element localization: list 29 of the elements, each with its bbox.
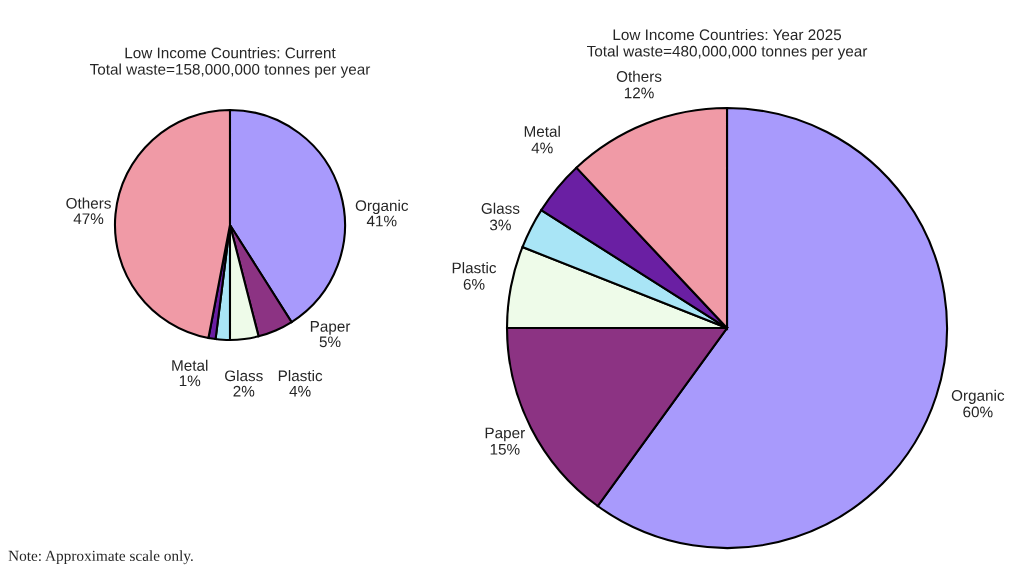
chart-subtitle: Total waste=480,000,000 tonnes per year	[587, 45, 868, 60]
slice-label: Others	[616, 70, 662, 82]
slice-label: Metal	[524, 125, 560, 137]
data-label: 60%	[963, 406, 993, 418]
slice-label: Paper	[485, 427, 525, 442]
slice-label: Others	[66, 197, 111, 209]
data-label: 12%	[624, 87, 654, 99]
slice-label: Glass	[481, 202, 520, 214]
data-label: 4%	[289, 385, 311, 397]
data-label: 41%	[366, 215, 397, 227]
chart-subtitle: Total waste=158,000,000 tonnes per year	[89, 63, 371, 78]
slice-label: Plastic	[278, 370, 323, 382]
slice-label: Metal	[172, 359, 208, 371]
slice-label: Paper	[310, 321, 351, 335]
chart-title: Low Income Countries: Current	[125, 47, 336, 59]
text: Note: Approximate scale only.	[8, 550, 193, 565]
chart-title: Low Income Countries: Year 2025	[613, 28, 842, 41]
data-label: 15%	[490, 444, 520, 455]
data-label: 5%	[319, 336, 341, 348]
data-label: 2%	[233, 385, 255, 397]
slice-label: Organic	[355, 199, 409, 215]
data-label: 6%	[463, 278, 485, 290]
slice-label: Plastic	[452, 262, 497, 274]
data-label: 3%	[489, 219, 511, 231]
slice-label: Glass	[225, 370, 263, 382]
data-label: 4%	[531, 142, 553, 154]
data-label: 47%	[73, 213, 104, 225]
slice-label: Organic	[951, 389, 1005, 404]
data-label: 1%	[179, 375, 201, 387]
